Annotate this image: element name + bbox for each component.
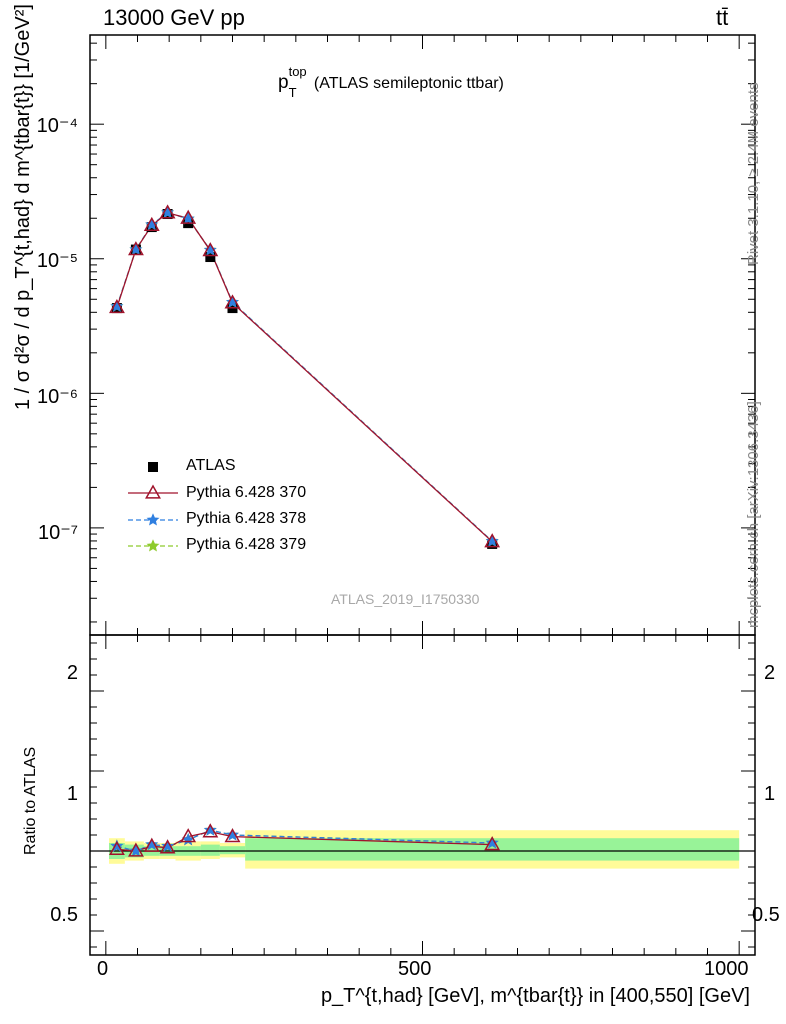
ratio-point-1: [226, 828, 239, 841]
series-markers: [109, 204, 501, 857]
mc-point-2: [485, 534, 499, 547]
ratio-stat-band: [200, 844, 220, 856]
mc-point-1: [109, 298, 125, 314]
legend-label-p370: Pythia 6.428 370: [186, 484, 307, 501]
mc-point-1: [143, 216, 160, 232]
plot-title-sub: T: [288, 85, 297, 100]
axis-ticks: [90, 35, 755, 955]
mc-point-1: [224, 294, 241, 309]
mc-point-1: [202, 242, 219, 257]
mc-point-1: [128, 241, 144, 256]
mc-point-2: [181, 212, 195, 225]
ratio-point-1: [203, 823, 217, 836]
main-y-tick-label: 10⁻⁵: [36, 250, 78, 272]
plot-title-desc: (ATLAS semileptonic ttbar): [313, 75, 504, 92]
analysis-label: ATLAS_2019_I1750330: [331, 591, 480, 607]
plot-title: ptop T (ATLAS semileptonic ttbar): [278, 64, 504, 100]
legend-label-atlas: ATLAS: [186, 457, 236, 474]
legend-label-p378: Pythia 6.428 378: [186, 510, 307, 527]
x-tick-label: 0: [97, 958, 109, 980]
ratio-point-0: [484, 836, 501, 851]
x-axis-label: p_T^{t,had} [GeV], m^{tbar{t}} in [400,5…: [320, 985, 750, 1007]
mc-point-1: [484, 533, 501, 548]
ratio-point-0: [159, 839, 176, 854]
plot-title-sup: top: [288, 64, 307, 79]
legend-marker-p370: [145, 484, 161, 499]
main-y-tick-label: 10⁻⁶: [36, 386, 78, 408]
ratio-y-axis-label: Ratio to ATLAS: [22, 746, 39, 855]
legend-marker-p379: [146, 539, 160, 552]
energy-label: 13000 GeV pp: [103, 5, 245, 30]
legend-markers: [128, 462, 178, 552]
ratio-y-tick-label-right: 1: [764, 783, 776, 805]
x-tick-label: 500: [398, 958, 432, 980]
ratio-y-tick-label: 2: [66, 662, 78, 684]
mc-point-2: [110, 299, 124, 312]
plot-title-main: p: [278, 72, 289, 93]
mc-point-2: [226, 295, 239, 308]
ratio-frame: [89, 634, 756, 956]
legend-label-p379: Pythia 6.428 379: [186, 536, 307, 553]
data-point-atlas: [205, 252, 216, 263]
main-y-tick-label: 10⁻⁴: [36, 115, 78, 137]
ratio-point-1: [161, 839, 175, 852]
ratio-y-tick-label: 1: [66, 783, 78, 805]
ratio-point-1: [485, 836, 499, 849]
legend-marker-p378: [146, 513, 160, 526]
legend-marker-atlas: [148, 462, 158, 472]
mc-point-2: [203, 243, 217, 256]
ratio-point-1: [129, 844, 143, 857]
ratio-point-0: [202, 823, 219, 838]
ratio-y-tick-label: 0.5: [50, 904, 78, 926]
main-y-axis-label: 1 / σ d²σ / d p_T^{t,had} d m^{tbar{t}} …: [12, 4, 34, 410]
mc-point-1: [159, 204, 176, 219]
ratio-y-tick-label-right: 2: [764, 662, 776, 684]
main-y-tick-label: 10⁻⁷: [37, 522, 78, 544]
ratio-point-0: [224, 828, 241, 843]
ratio-point-0: [128, 842, 144, 857]
mc-point-2: [161, 205, 175, 219]
ratio-point-1: [145, 837, 159, 851]
mcplots-label: mcplots.cern.ch [arXiv:1306.3436]: [745, 401, 762, 628]
ratio-point-0: [180, 828, 197, 843]
x-tick-label: 1000: [704, 958, 749, 980]
process-label: tt̄: [716, 5, 729, 30]
mc-point-2: [145, 217, 159, 231]
mc-point-1: [180, 209, 197, 224]
ratio-y-tick-label-right: 0.5: [752, 904, 780, 926]
mc-point-2: [129, 242, 143, 256]
ratio-point-0: [143, 837, 160, 852]
ratio-point-0: [109, 840, 125, 856]
rivet-label: Rivet 3.1.10, ≥ 2.4M events: [745, 82, 762, 266]
ratio-stat-band: [219, 846, 246, 855]
series-lines: [116, 211, 493, 852]
